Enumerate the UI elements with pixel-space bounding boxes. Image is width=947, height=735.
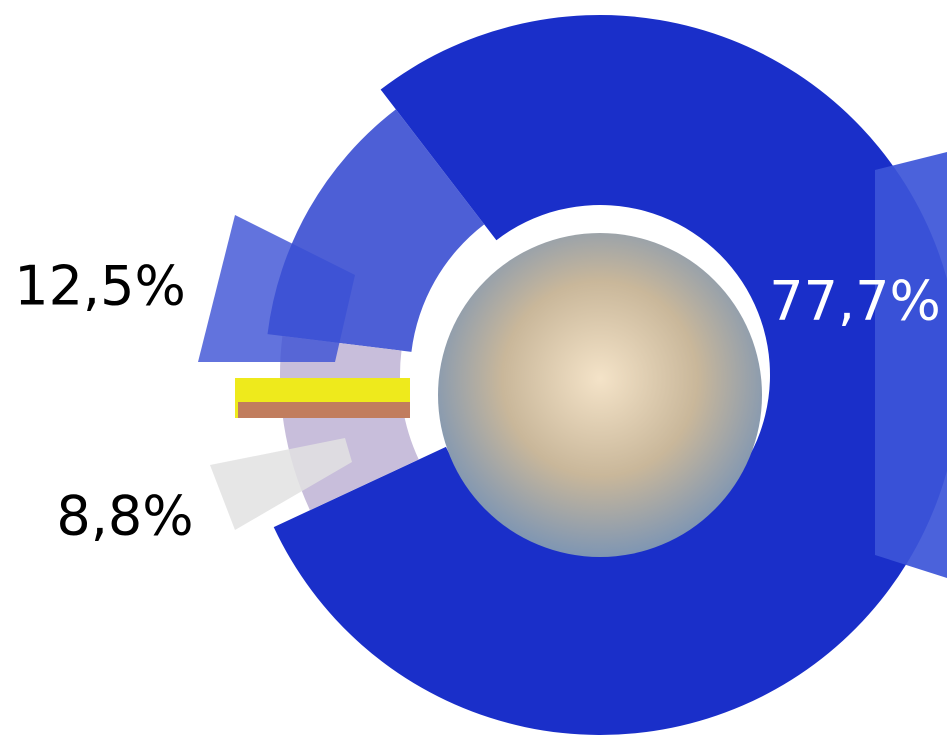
value-label: 8,8% xyxy=(56,485,193,548)
value-label: 12,5% xyxy=(14,255,186,318)
value-label: 77,7% xyxy=(769,270,941,333)
chart: 77,7% 12,5% 8,8% xyxy=(0,0,947,735)
center-photo xyxy=(438,233,762,557)
decor-band xyxy=(238,402,410,418)
callout-bg xyxy=(875,152,947,578)
